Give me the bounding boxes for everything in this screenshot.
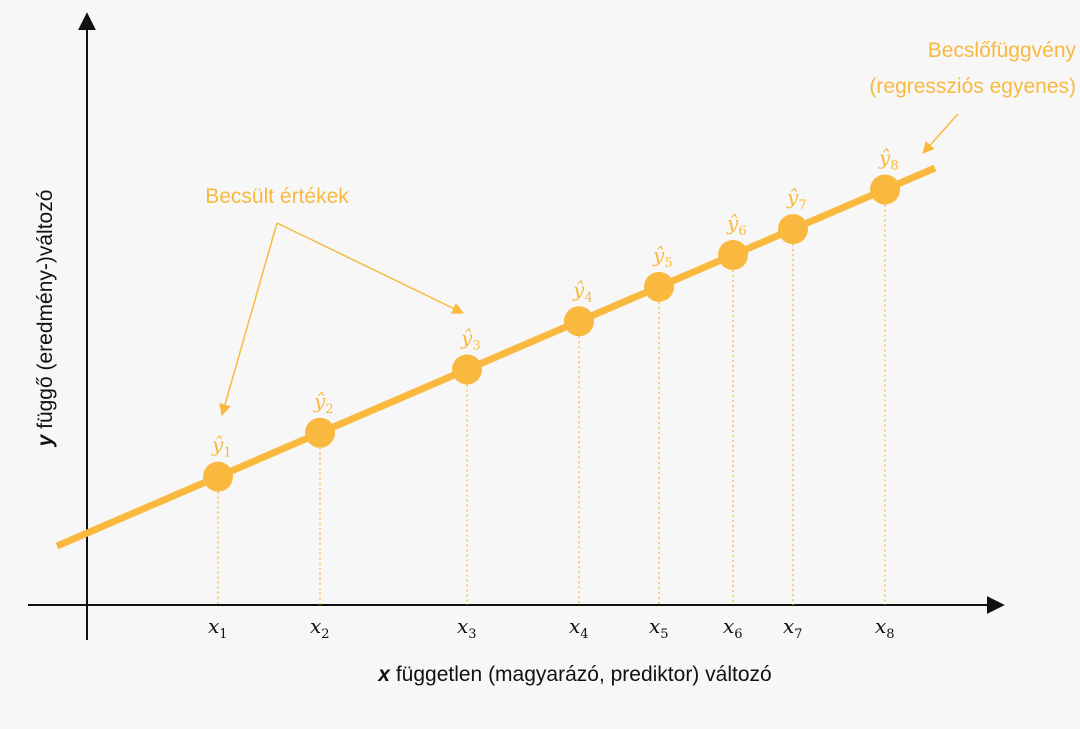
yhat-label-7: ŷ7 [786, 185, 807, 213]
yhat-label-2: ŷ2 [313, 389, 334, 417]
y-axis-variable: y [34, 433, 57, 447]
estimator-label-line1: Becslőfüggvény [928, 39, 1077, 62]
x-tick-label-8: x8 [875, 614, 895, 642]
yhat-label-8: ŷ8 [878, 146, 899, 174]
x-tick-label-3: x3 [457, 614, 477, 642]
estimated-arrow-right [276, 222, 465, 314]
yhat-label-6: ŷ6 [726, 211, 747, 239]
x-tick-labels: x1 x2 x3 x4 x5 x6 x7 x8 [208, 614, 895, 642]
x-axis-description: független (magyarázó, prediktor) változó [390, 663, 772, 686]
x-tick-label-4: x4 [569, 614, 589, 642]
estimator-label-line2: (regressziós egyenes) [869, 75, 1076, 98]
estimated-point-6 [718, 239, 748, 270]
estimator-arrow [922, 113, 959, 154]
x-tick-label-2: x2 [310, 614, 330, 642]
x-axis-variable: x [377, 663, 391, 686]
yhat-label-3: ŷ3 [460, 325, 481, 353]
x-tick-label-1: x1 [208, 614, 228, 642]
y-axis-title: y függő (eredmény-)változó [34, 190, 57, 448]
estimated-arrow-left [219, 222, 278, 417]
estimated-point-7 [778, 214, 808, 245]
estimated-values-label: Becsült értékek [205, 185, 349, 208]
x-axis-title: x független (magyarázó, prediktor) válto… [377, 663, 771, 686]
x-tick-label-5: x5 [649, 614, 669, 642]
yhat-label-5: ŷ5 [652, 243, 673, 271]
estimated-point-5 [644, 271, 674, 302]
estimated-point-1 [203, 461, 233, 492]
estimated-point-4 [564, 306, 594, 337]
estimated-point-2 [305, 417, 335, 448]
estimated-point-3 [452, 354, 482, 385]
yhat-label-1: ŷ1 [211, 433, 232, 461]
y-axis-description: függő (eredmény-)változó [34, 190, 57, 435]
yhat-label-4: ŷ4 [572, 277, 593, 305]
estimated-points [203, 174, 900, 492]
estimated-point-8 [870, 174, 900, 205]
x-tick-label-6: x6 [723, 614, 743, 642]
x-tick-label-7: x7 [783, 614, 803, 642]
dashed-guides [217, 189, 886, 605]
yhat-labels: ŷ1 ŷ2 ŷ3 ŷ4 ŷ5 ŷ6 ŷ7 ŷ8 [211, 146, 899, 461]
